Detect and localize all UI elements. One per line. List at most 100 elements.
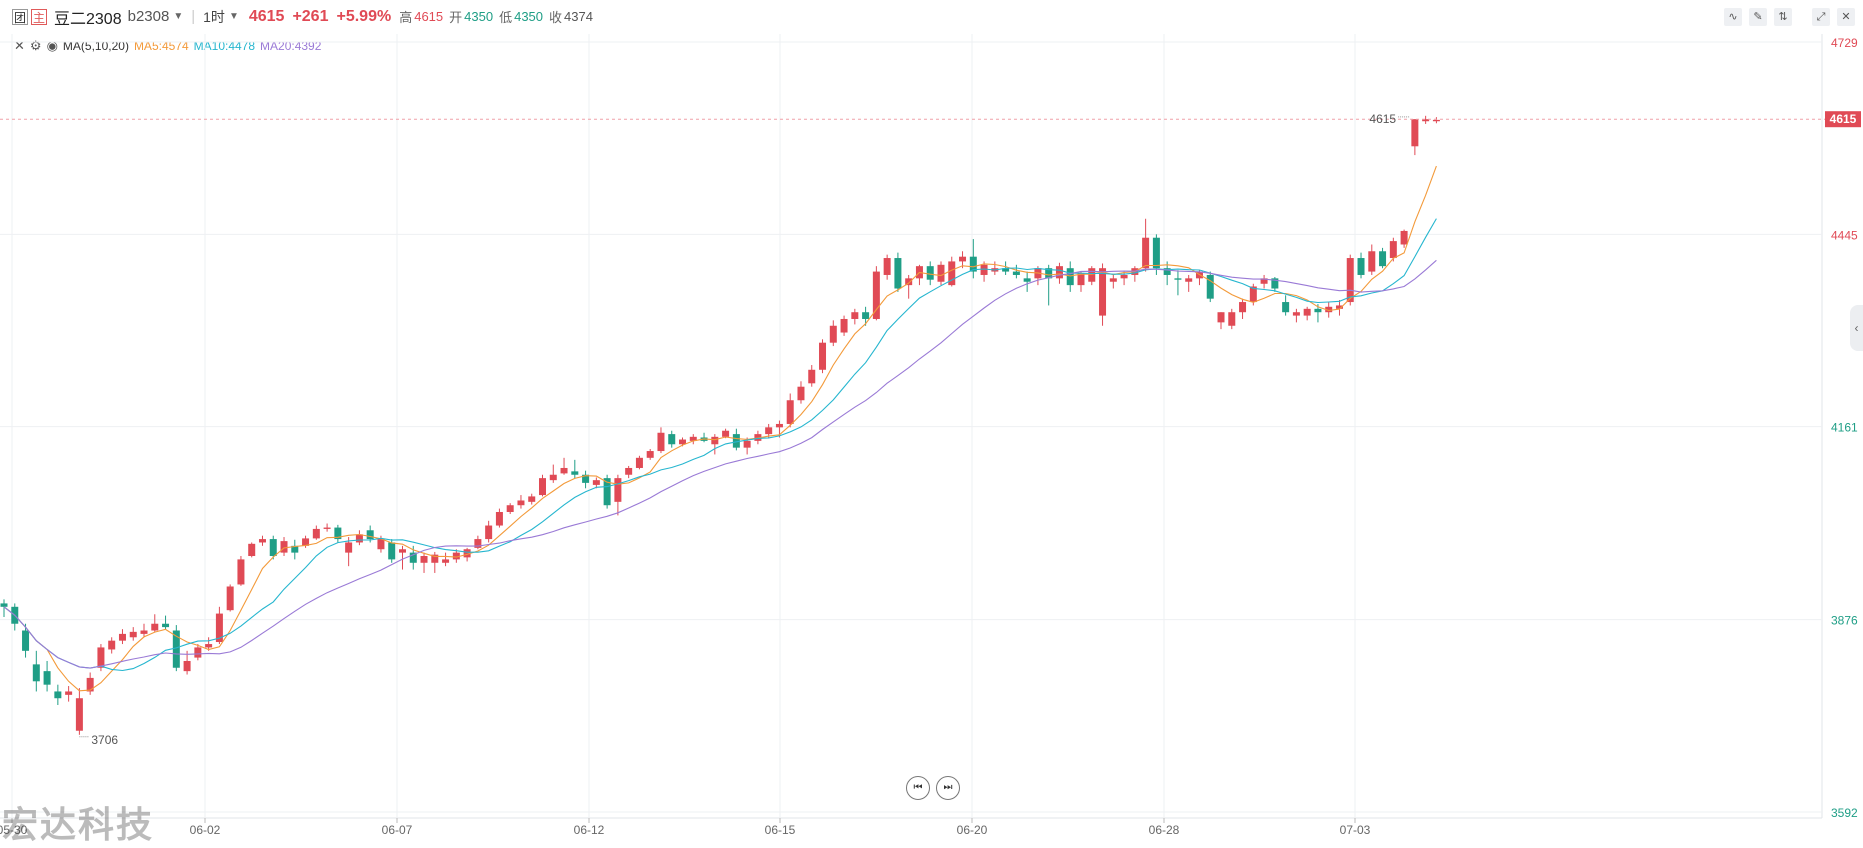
- candle-body: [1422, 119, 1430, 122]
- period-chevron-down-icon[interactable]: ▼: [228, 11, 239, 22]
- candle-body: [840, 318, 848, 333]
- candle-body: [517, 500, 525, 506]
- candle-body: [582, 474, 590, 483]
- candle-body: [355, 534, 363, 543]
- candle-body: [506, 505, 514, 512]
- x-tick-label: 06-12: [574, 823, 605, 837]
- candle-body: [1152, 237, 1160, 269]
- candle-body: [1325, 306, 1333, 313]
- candle-body: [1002, 268, 1010, 272]
- candle-body: [474, 539, 482, 548]
- candle-body: [463, 549, 471, 558]
- low-value: 4350: [514, 9, 544, 24]
- close-value: 4374: [564, 9, 593, 24]
- candle-body: [1282, 302, 1290, 313]
- candle-body: [1034, 268, 1042, 279]
- candle-body: [1206, 274, 1214, 299]
- ma-legend: ✕ ⚙ ◉ MA(5,10,20) MA5:4574 MA10:4478 MA2…: [14, 38, 321, 54]
- candle-body: [711, 436, 719, 445]
- candle-body: [1023, 278, 1031, 282]
- indicator-icon[interactable]: ⇅: [1774, 8, 1792, 26]
- ma20-line: [3, 259, 1437, 669]
- high-annotation: 4615: [1369, 112, 1396, 126]
- ma5-line: [3, 165, 1437, 692]
- close-label: 收: [549, 10, 563, 25]
- instrument-name[interactable]: 豆二2308: [54, 10, 122, 28]
- candle-body: [1357, 258, 1365, 275]
- close-icon[interactable]: ✕: [1837, 8, 1855, 26]
- last-price: 4615: [248, 7, 285, 25]
- candle-body: [162, 623, 170, 628]
- candle-body: [237, 559, 245, 585]
- candle-body: [657, 432, 665, 452]
- candle-body: [345, 542, 353, 553]
- candle-body: [1292, 312, 1300, 316]
- candle-body: [1249, 286, 1257, 303]
- candle-body: [1239, 302, 1247, 313]
- price-change: +261: [292, 7, 329, 25]
- x-tick-label: 06-28: [1149, 823, 1180, 837]
- candle-body: [700, 437, 708, 441]
- price-change-pct: +5.99%: [336, 7, 392, 25]
- x-tick-label: 06-07: [382, 823, 413, 837]
- candle-body: [194, 647, 202, 658]
- scroll-right-icon[interactable]: ⏭: [936, 776, 960, 800]
- divider: |: [191, 8, 196, 25]
- candle-body: [183, 660, 191, 672]
- candle-body: [603, 478, 611, 506]
- settings-icon[interactable]: ⚙: [29, 38, 42, 53]
- candle-body: [1088, 268, 1096, 282]
- candle-body: [86, 677, 94, 692]
- candle-body: [1195, 271, 1203, 279]
- chevron-down-icon[interactable]: ▼: [173, 11, 184, 22]
- candle-body: [679, 439, 687, 445]
- collapse-panel-icon[interactable]: ‹: [1850, 305, 1863, 351]
- candle-body: [1077, 272, 1085, 286]
- candle-body: [539, 478, 546, 496]
- candle-body: [883, 258, 891, 275]
- candle-body: [54, 691, 62, 699]
- eye-icon[interactable]: ◉: [46, 38, 58, 53]
- instrument-code[interactable]: b2308: [127, 8, 170, 25]
- period-select[interactable]: 1时: [203, 8, 225, 25]
- draw-pen-icon[interactable]: ✎: [1749, 8, 1767, 26]
- candle-body: [646, 451, 654, 458]
- badge-main[interactable]: 主: [31, 8, 47, 25]
- high-label: 高: [399, 10, 413, 25]
- candle-body: [1379, 251, 1387, 267]
- line-chart-icon[interactable]: ∿: [1724, 8, 1742, 26]
- x-tick-label: 06-02: [190, 823, 221, 837]
- candle-body: [323, 527, 331, 529]
- candle-body: [377, 539, 385, 550]
- ma20-value: MA20:4392: [260, 39, 322, 53]
- scroll-left-icon[interactable]: ⏮: [906, 776, 930, 800]
- candle-body: [560, 467, 568, 474]
- candle-body: [291, 545, 299, 553]
- candle-body: [442, 559, 450, 563]
- candle-body: [495, 511, 503, 526]
- candle-body: [420, 556, 428, 563]
- candle-body: [452, 552, 460, 560]
- candle-body: [1271, 278, 1279, 289]
- candle-body: [151, 623, 159, 631]
- open-label: 开: [449, 10, 463, 25]
- candle-body: [118, 633, 126, 641]
- candle-body: [366, 530, 374, 540]
- candle-body: [65, 691, 73, 695]
- candle-body: [1260, 278, 1268, 284]
- candle-body: [1368, 251, 1376, 272]
- candle-body: [689, 436, 697, 441]
- candle-body: [108, 640, 116, 650]
- expand-icon[interactable]: ⤢: [1812, 8, 1830, 26]
- candle-body: [205, 644, 213, 648]
- candle-body: [571, 471, 579, 475]
- candle-body: [635, 457, 643, 468]
- candle-body: [937, 264, 945, 282]
- badge-group[interactable]: 团: [12, 8, 28, 25]
- candle-body: [258, 539, 266, 543]
- candle-body: [872, 271, 880, 319]
- remove-indicator-icon[interactable]: ✕: [14, 38, 25, 53]
- candle-body: [1314, 308, 1322, 313]
